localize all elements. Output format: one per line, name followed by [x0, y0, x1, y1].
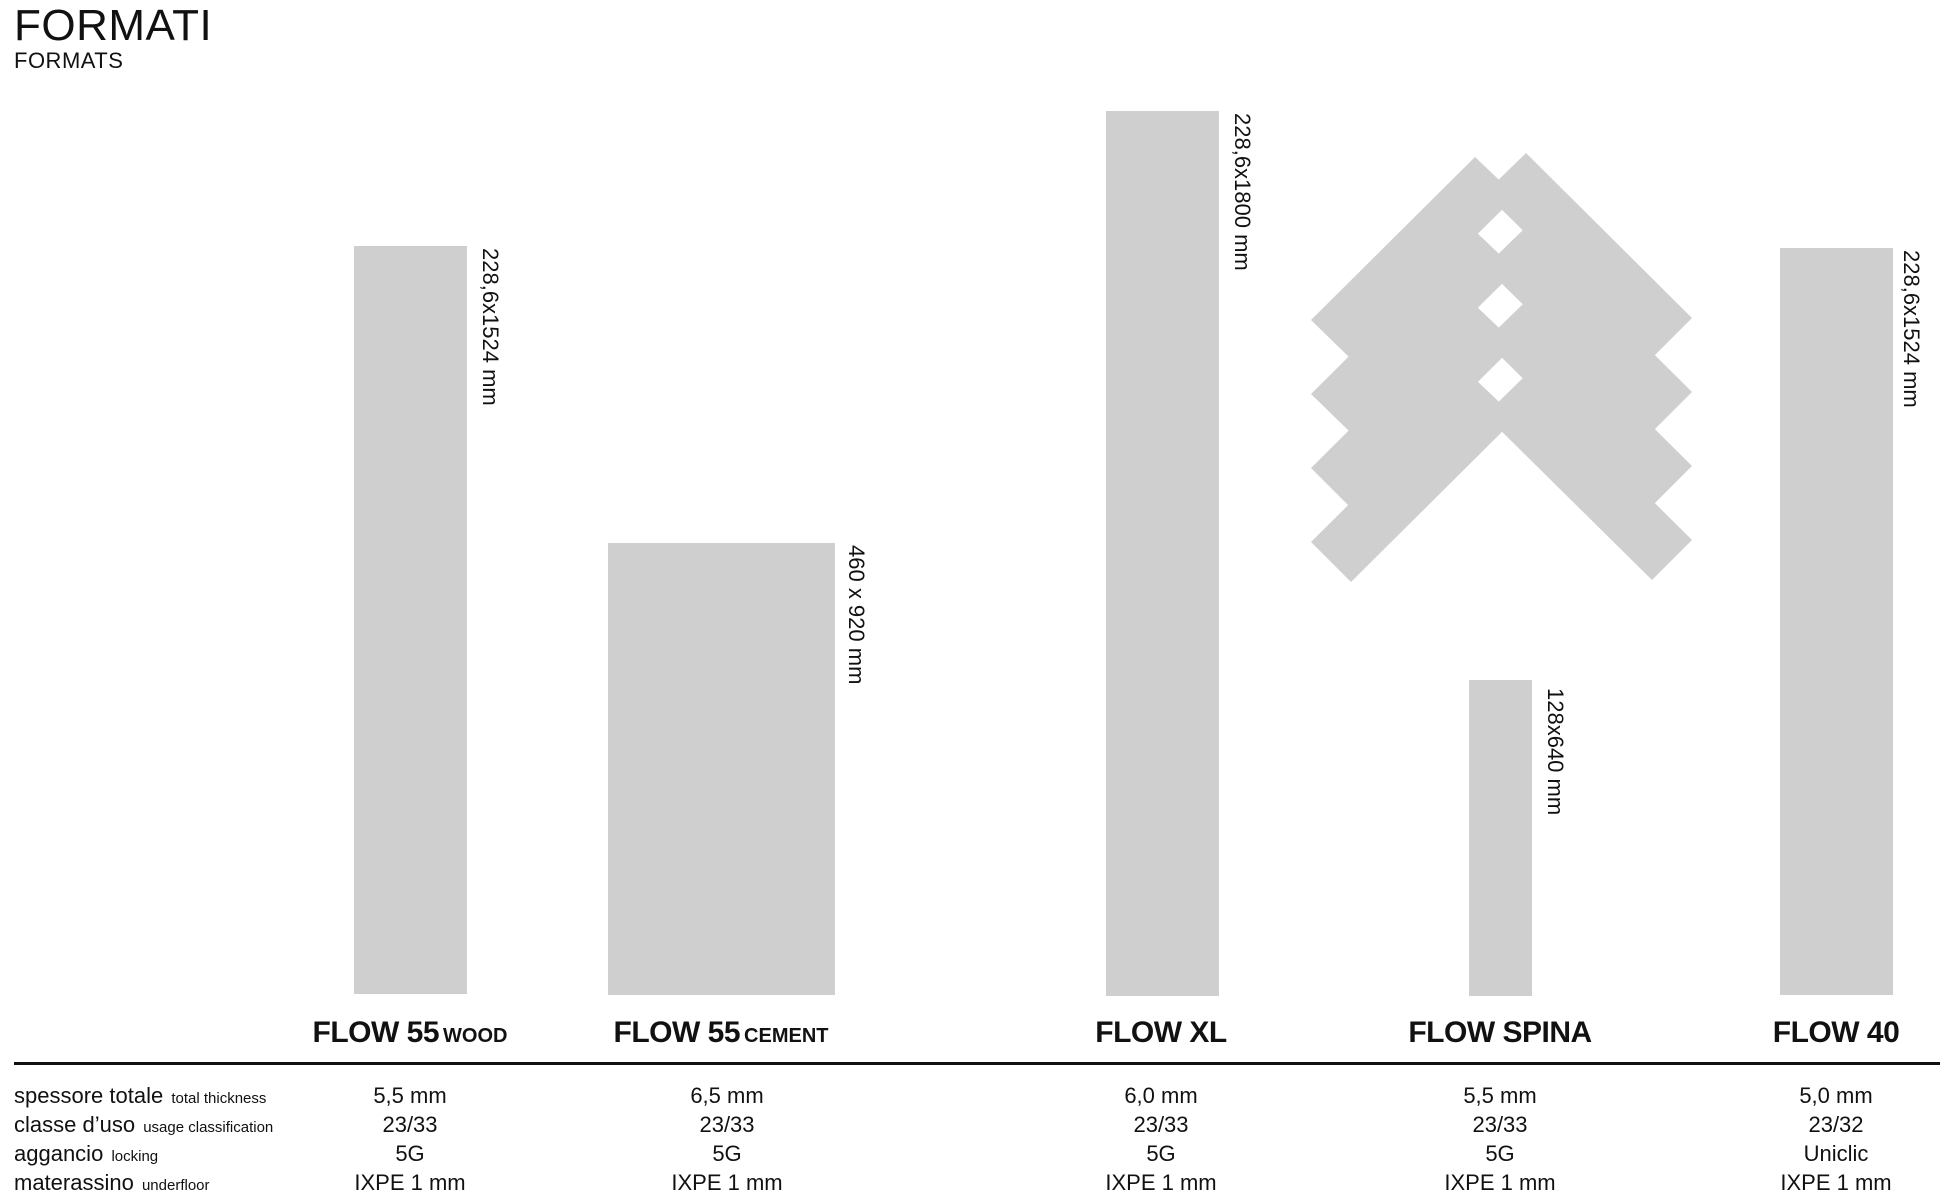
spec-value-usage-class: 23/33 — [382, 1112, 438, 1137]
spec-value-underfloor: IXPE 1 mm — [1780, 1170, 1892, 1195]
herringbone-plank — [1485, 375, 1692, 580]
product-name-flow-55-cement: FLOW 55 CEMENT — [613, 1016, 829, 1049]
product-name-flow-55-wood: FLOW 55 WOOD — [312, 1016, 508, 1049]
spec-value-locking: 5G — [395, 1141, 425, 1166]
flow-55-cement-tile — [608, 543, 835, 995]
product-name-flow-spina: FLOW SPINA — [1408, 1016, 1592, 1049]
spec-value-thickness: 5,5 mm — [1463, 1083, 1537, 1108]
spec-value-thickness: 6,5 mm — [690, 1083, 764, 1108]
herringbone-plank — [1311, 157, 1516, 359]
spec-label-locking: aggancio locking — [14, 1141, 159, 1166]
page-subtitle: FORMATS — [14, 48, 124, 73]
spec-value-thickness: 5,5 mm — [373, 1083, 447, 1108]
herringbone-plank — [1485, 227, 1692, 432]
spec-value-thickness: 5,0 mm — [1799, 1083, 1873, 1108]
spec-value-usage-class: 23/33 — [1133, 1112, 1189, 1137]
spec-value-underfloor: IXPE 1 mm — [1105, 1170, 1217, 1195]
herringbone-plank — [1311, 379, 1516, 582]
spec-value-underfloor: IXPE 1 mm — [671, 1170, 783, 1195]
spec-value-underfloor: IXPE 1 mm — [1444, 1170, 1556, 1195]
spec-value-usage-class: 23/33 — [699, 1112, 755, 1137]
flow-40-tile — [1780, 248, 1893, 995]
product-name-flow-xl: FLOW XL — [1095, 1016, 1227, 1049]
spec-label-underfloor: materassino underfloor — [14, 1170, 210, 1195]
herringbone-plank — [1485, 301, 1692, 506]
spec-value-thickness: 6,0 mm — [1124, 1083, 1198, 1108]
spec-value-locking: Uniclic — [1803, 1141, 1869, 1166]
flow-55-wood-tile — [354, 246, 467, 994]
spec-value-locking: 5G — [712, 1141, 742, 1166]
spec-value-usage-class: 23/33 — [1472, 1112, 1528, 1137]
product-name-flow-40: FLOW 40 — [1772, 1016, 1900, 1049]
herringbone-left-planks — [1311, 157, 1516, 582]
spec-value-locking: 5G — [1485, 1141, 1515, 1166]
herringbone-plank — [1485, 153, 1692, 358]
spec-value-locking: 5G — [1146, 1141, 1176, 1166]
page-title: FORMATI — [14, 1, 213, 50]
spec-value-usage-class: 23/32 — [1808, 1112, 1864, 1137]
herringbone-right-planks — [1485, 153, 1692, 580]
spec-label-thickness: spessore totale total thickness — [14, 1083, 267, 1108]
spec-value-underfloor: IXPE 1 mm — [354, 1170, 466, 1195]
herringbone-plank — [1311, 305, 1516, 508]
spec-label-usage-class: classe d’uso usage classification — [14, 1112, 274, 1137]
flow-spina-tile — [1469, 680, 1532, 996]
flow-xl-tile — [1106, 111, 1219, 996]
herringbone-plank — [1311, 231, 1516, 433]
section-divider — [14, 1062, 1940, 1065]
